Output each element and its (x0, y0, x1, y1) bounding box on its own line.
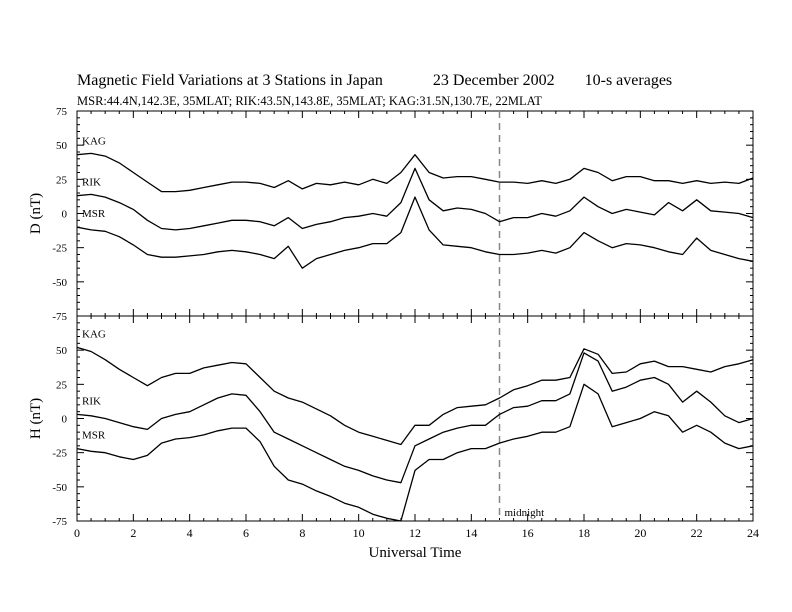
y-tick-label: -50 (52, 482, 67, 494)
station-info: MSR:44.4N,142.3E, 35MLAT; RIK:43.5N,143.… (77, 94, 542, 108)
x-tick-label: 0 (74, 526, 80, 540)
y-tick-label: 50 (56, 140, 68, 152)
x-tick-label: 12 (409, 526, 421, 540)
title-date: 23 December 2002 (432, 72, 555, 89)
x-tick-label: 22 (691, 526, 703, 540)
x-tick-label: 6 (243, 526, 249, 540)
panel-d: 75 50 25 0 -25 -50 -75 D (nT) KAG RIK MSR (28, 106, 754, 323)
x-tick-label: 16 (522, 526, 534, 540)
x-tick-label: 4 (187, 526, 193, 540)
x-tick-label: 10 (353, 526, 365, 540)
panel-frame (76, 315, 754, 522)
series-label-kag: KAG (82, 328, 106, 340)
y-tick-label: 0 (62, 209, 68, 221)
chart-title: Magnetic Field Variations at 3 Stations … (77, 72, 672, 90)
series-label-msr: MSR (82, 430, 106, 442)
y-tick-label: 75 (56, 106, 68, 118)
title-text: Magnetic Field Variations at 3 Stations … (77, 72, 383, 89)
x-tick-label: 24 (747, 526, 759, 540)
x-tick-label: 8 (299, 526, 305, 540)
series-line-msr (76, 383, 754, 522)
series-line-rik (76, 167, 754, 231)
y-axis-label: D (nT) (28, 193, 44, 234)
x-tick-label: 20 (634, 526, 646, 540)
series-label-rik: RIK (82, 177, 101, 189)
series-line-kag (76, 152, 754, 193)
y-tick-label: 50 (56, 345, 68, 357)
y-tick-label: 25 (56, 174, 68, 186)
panel-frame (76, 110, 754, 317)
x-axis-label: Universal Time (369, 545, 462, 561)
series-line-rik (76, 352, 754, 484)
series-label-rik: RIK (82, 395, 101, 407)
x-tick-label: 14 (465, 526, 477, 540)
y-tick-label: -25 (52, 243, 67, 255)
series-line-msr (76, 196, 754, 269)
y-tick-label: -75 (52, 516, 67, 528)
y-tick-label: 25 (56, 379, 68, 391)
x-tick-label: 18 (578, 526, 590, 540)
y-tick-label: -75 (52, 311, 67, 323)
series-label-msr: MSR (82, 208, 106, 220)
y-tick-label: -50 (52, 277, 67, 289)
y-tick-label: 0 (62, 414, 68, 426)
y-axis-label: H (nT) (28, 398, 44, 439)
series-line-kag (76, 346, 754, 446)
midnight-label: midnight (505, 507, 545, 519)
series-label-kag: KAG (82, 136, 106, 148)
x-tick-label: 2 (130, 526, 136, 540)
y-tick-label: -25 (52, 448, 67, 460)
title-averaging: 10-s averages (584, 72, 673, 89)
